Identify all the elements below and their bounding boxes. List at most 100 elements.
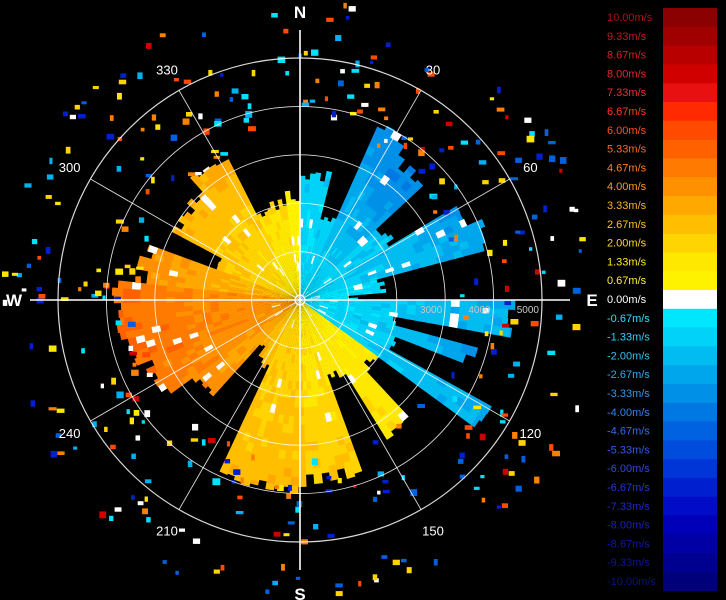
velocity-gate [417,231,429,242]
velocity-gate [480,402,492,415]
velocity-gate [346,264,356,272]
velocity-gate [342,366,352,377]
velocity-gate [288,263,293,273]
velocity-gate [340,256,349,265]
velocity-gate [408,335,420,346]
velocity-gate [312,192,318,203]
velocity-gate [264,402,272,413]
velocity-gate [285,308,293,316]
velocity-gate [184,278,195,285]
echo-gate [128,345,134,352]
velocity-gate [329,225,337,236]
velocity-gate [300,320,303,330]
velocity-gate [295,381,300,391]
velocity-gate [185,364,197,375]
velocity-gate [224,219,235,230]
velocity-gate [253,305,263,309]
echo-gate [102,295,106,300]
velocity-gate [334,250,343,259]
echo-gate [133,410,140,416]
velocity-gate [458,240,470,251]
velocity-gate [344,441,355,453]
velocity-gate [239,420,249,432]
velocity-gate [351,371,361,382]
velocity-gate [310,291,320,296]
velocity-gate [116,324,126,334]
colorbar-label: -7.33m/s [607,501,650,513]
colorbar-label: 2.67m/s [607,219,647,231]
velocity-gate [307,308,314,317]
velocity-gate [316,431,325,442]
velocity-gate [227,471,237,477]
velocity-gate [357,161,368,173]
velocity-gate [290,199,296,202]
velocity-gate [271,289,281,294]
velocity-gate [333,217,341,228]
velocity-gate [247,213,256,224]
velocity-gate [224,247,234,256]
echo-gate [335,35,342,41]
echo-gate [502,468,509,475]
echo-gate [55,433,62,438]
velocity-gate [460,247,472,257]
echo-gate [277,56,286,63]
velocity-gate [238,208,248,219]
velocity-gate [271,330,279,339]
velocity-gate [386,359,398,369]
velocity-gate [298,279,300,289]
velocity-gate [327,464,338,476]
velocity-gate [427,232,439,243]
echo-gate [295,506,301,513]
velocity-gate [281,305,290,311]
velocity-gate [264,283,274,289]
velocity-gate [309,306,318,313]
velocity-gate [225,329,236,337]
echo-gate [502,259,507,264]
velocity-gate [235,428,246,440]
velocity-gate [302,227,307,237]
colorbar-swatch [663,177,717,197]
velocity-gate [296,311,299,321]
velocity-gate [244,341,254,350]
velocity-gate [258,472,269,482]
velocity-gate [302,337,306,347]
echo-gate [144,479,152,484]
velocity-gate [192,176,205,188]
velocity-gate [349,362,359,372]
echo-gate [141,420,145,424]
velocity-gate [263,269,272,277]
velocity-gate [261,383,270,394]
velocity-gate [324,376,331,387]
velocity-gate [230,337,240,346]
velocity-gate [233,200,244,212]
velocity-gate [380,256,391,264]
velocity-gate [380,236,391,246]
velocity-gate [315,312,323,320]
velocity-gate [300,175,306,184]
velocity-gate [396,360,407,370]
velocity-gate [365,232,376,242]
echo-gate [100,383,104,389]
velocity-gate [311,294,321,298]
colorbar-swatch [663,233,717,253]
velocity-gate [140,282,150,291]
velocity-gate [375,405,387,418]
velocity-gate [157,290,167,297]
echo-gate [190,438,199,442]
velocity-gate [380,303,391,309]
azimuth-radial [299,90,422,301]
colorbar-swatch [663,26,717,46]
velocity-gate [370,388,381,400]
velocity-gate [202,232,213,242]
velocity-gate [314,278,322,287]
velocity-gate [267,326,275,335]
velocity-gate [360,350,371,361]
velocity-gate [324,279,333,286]
velocity-gate [261,363,267,369]
velocity-gate [244,264,254,272]
velocity-gate [377,273,388,280]
velocity-gate [246,343,256,353]
velocity-gate [150,319,161,328]
velocity-gate [358,213,369,224]
velocity-gate [356,200,366,212]
